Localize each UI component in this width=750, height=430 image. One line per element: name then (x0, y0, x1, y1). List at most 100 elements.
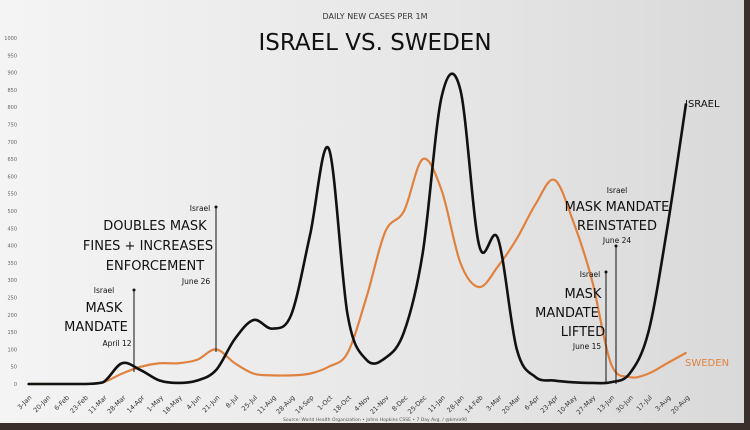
data-point-israel (196, 379, 198, 382)
annotation-country: Israel (94, 286, 115, 295)
x-tick-label: 28-Mar (106, 394, 128, 416)
annotation-text: MASK (86, 301, 123, 316)
data-point-israel (647, 331, 650, 333)
x-tick-label: 18-May (161, 394, 184, 417)
annotation-text: MASK MANDATE (565, 200, 670, 215)
data-point-sweden (290, 374, 293, 377)
data-point-sweden (440, 189, 443, 192)
annotation-country: Israel (580, 270, 601, 279)
x-tick-label: 21-Jun (201, 394, 222, 415)
data-point-sweden (140, 365, 142, 368)
annotation-date: June 26 (181, 277, 210, 286)
data-point-sweden (252, 372, 255, 375)
data-point-sweden (516, 237, 518, 240)
x-tick-label: 11-Aug (256, 394, 278, 416)
data-point-israel (497, 237, 499, 240)
y-tick-label: 100 (7, 347, 17, 353)
data-point-israel (591, 382, 593, 384)
x-tick-label: 10-May (556, 394, 579, 417)
data-point-israel (271, 327, 274, 330)
source-note: Source: World Health Organization • John… (283, 417, 467, 423)
data-point-israel (685, 102, 687, 105)
y-tick-label: 350 (7, 261, 17, 267)
data-point-israel (572, 381, 574, 384)
y-tick-label: 500 (7, 209, 17, 215)
data-point-sweden (610, 362, 612, 365)
x-tick-label: 14-Feb (463, 394, 484, 415)
data-point-israel (215, 369, 217, 371)
y-tick-label: 450 (7, 226, 17, 232)
annotation-marker (132, 288, 136, 292)
data-point-israel (328, 147, 330, 150)
y-tick-label: 800 (7, 105, 17, 111)
x-tick-label: 8-Jul (224, 394, 240, 410)
data-point-sweden (384, 230, 387, 233)
data-point-israel (83, 383, 86, 385)
data-point-israel (64, 383, 67, 385)
data-point-sweden (647, 372, 650, 375)
legend-label-sweden: SWEDEN (685, 358, 729, 369)
annotation-country: Israel (607, 186, 628, 195)
x-tick-label: 11-Jan (427, 394, 448, 415)
x-tick-label: 14-Sep (294, 394, 316, 416)
data-point-sweden (158, 362, 161, 365)
legend-label-israel: ISRAEL (685, 99, 720, 110)
annotation-country: Israel (190, 204, 211, 213)
data-point-israel (346, 314, 349, 316)
annotation-text: REINSTATED (577, 219, 657, 234)
annotation-text: ENFORCEMENT (106, 259, 204, 274)
x-tick-label: 13-Jun (596, 394, 617, 415)
annotation-date: April 12 (102, 339, 131, 348)
y-tick-label: 900 (7, 71, 17, 77)
data-point-israel (252, 319, 255, 321)
data-point-sweden (234, 362, 236, 365)
data-point-israel (516, 348, 518, 351)
y-tick-label: 550 (7, 192, 17, 198)
annotation-marker (604, 270, 608, 274)
data-point-israel (290, 314, 293, 316)
data-point-sweden (572, 220, 574, 223)
x-tick-label: 17-Jul (635, 394, 654, 413)
annotation-text: MASK (565, 287, 602, 302)
data-point-sweden (365, 296, 368, 299)
y-tick-label: 1000 (4, 36, 17, 42)
y-tick-label: 400 (7, 244, 17, 250)
y-tick-label: 0 (14, 382, 17, 388)
x-tick-label: 11-Mar (87, 394, 109, 416)
data-point-sweden (422, 158, 424, 160)
data-point-israel (553, 379, 556, 382)
series-line-israel (27, 72, 688, 386)
annotation-marker (614, 244, 618, 248)
x-tick-label: 27-May (575, 394, 598, 417)
data-point-sweden (196, 358, 198, 361)
y-tick-label: 950 (7, 53, 17, 59)
annotation-text: MANDATE (535, 306, 599, 321)
data-point-israel (177, 382, 180, 384)
data-point-israel (234, 338, 236, 340)
data-point-israel (140, 369, 142, 371)
data-point-sweden (309, 372, 311, 375)
y-tick-label: 700 (7, 140, 17, 146)
data-point-israel (27, 383, 29, 385)
y-tick-label: 50 (11, 365, 17, 371)
x-tick-label: 14-Apr (125, 394, 146, 415)
data-point-sweden (271, 374, 274, 377)
y-tick-label: 200 (7, 313, 17, 319)
annotation-date: June 15 (572, 342, 601, 351)
y-tick-label: 600 (7, 174, 17, 180)
data-point-sweden (628, 376, 631, 378)
data-point-sweden (403, 210, 405, 212)
x-tick-label: 28-Aug (275, 394, 297, 416)
data-point-sweden (177, 362, 180, 365)
annotation-text: MANDATE (64, 320, 128, 335)
annotation-text: DOUBLES MASK (103, 219, 207, 234)
annotation-text: LIFTED (561, 325, 606, 340)
data-point-israel (478, 244, 481, 247)
data-point-sweden (346, 352, 349, 354)
y-tick-label: 300 (7, 278, 17, 284)
data-point-israel (534, 376, 537, 378)
y-tick-label: 750 (7, 123, 17, 129)
data-point-sweden (553, 179, 556, 181)
annotation-date: June 24 (602, 236, 631, 245)
